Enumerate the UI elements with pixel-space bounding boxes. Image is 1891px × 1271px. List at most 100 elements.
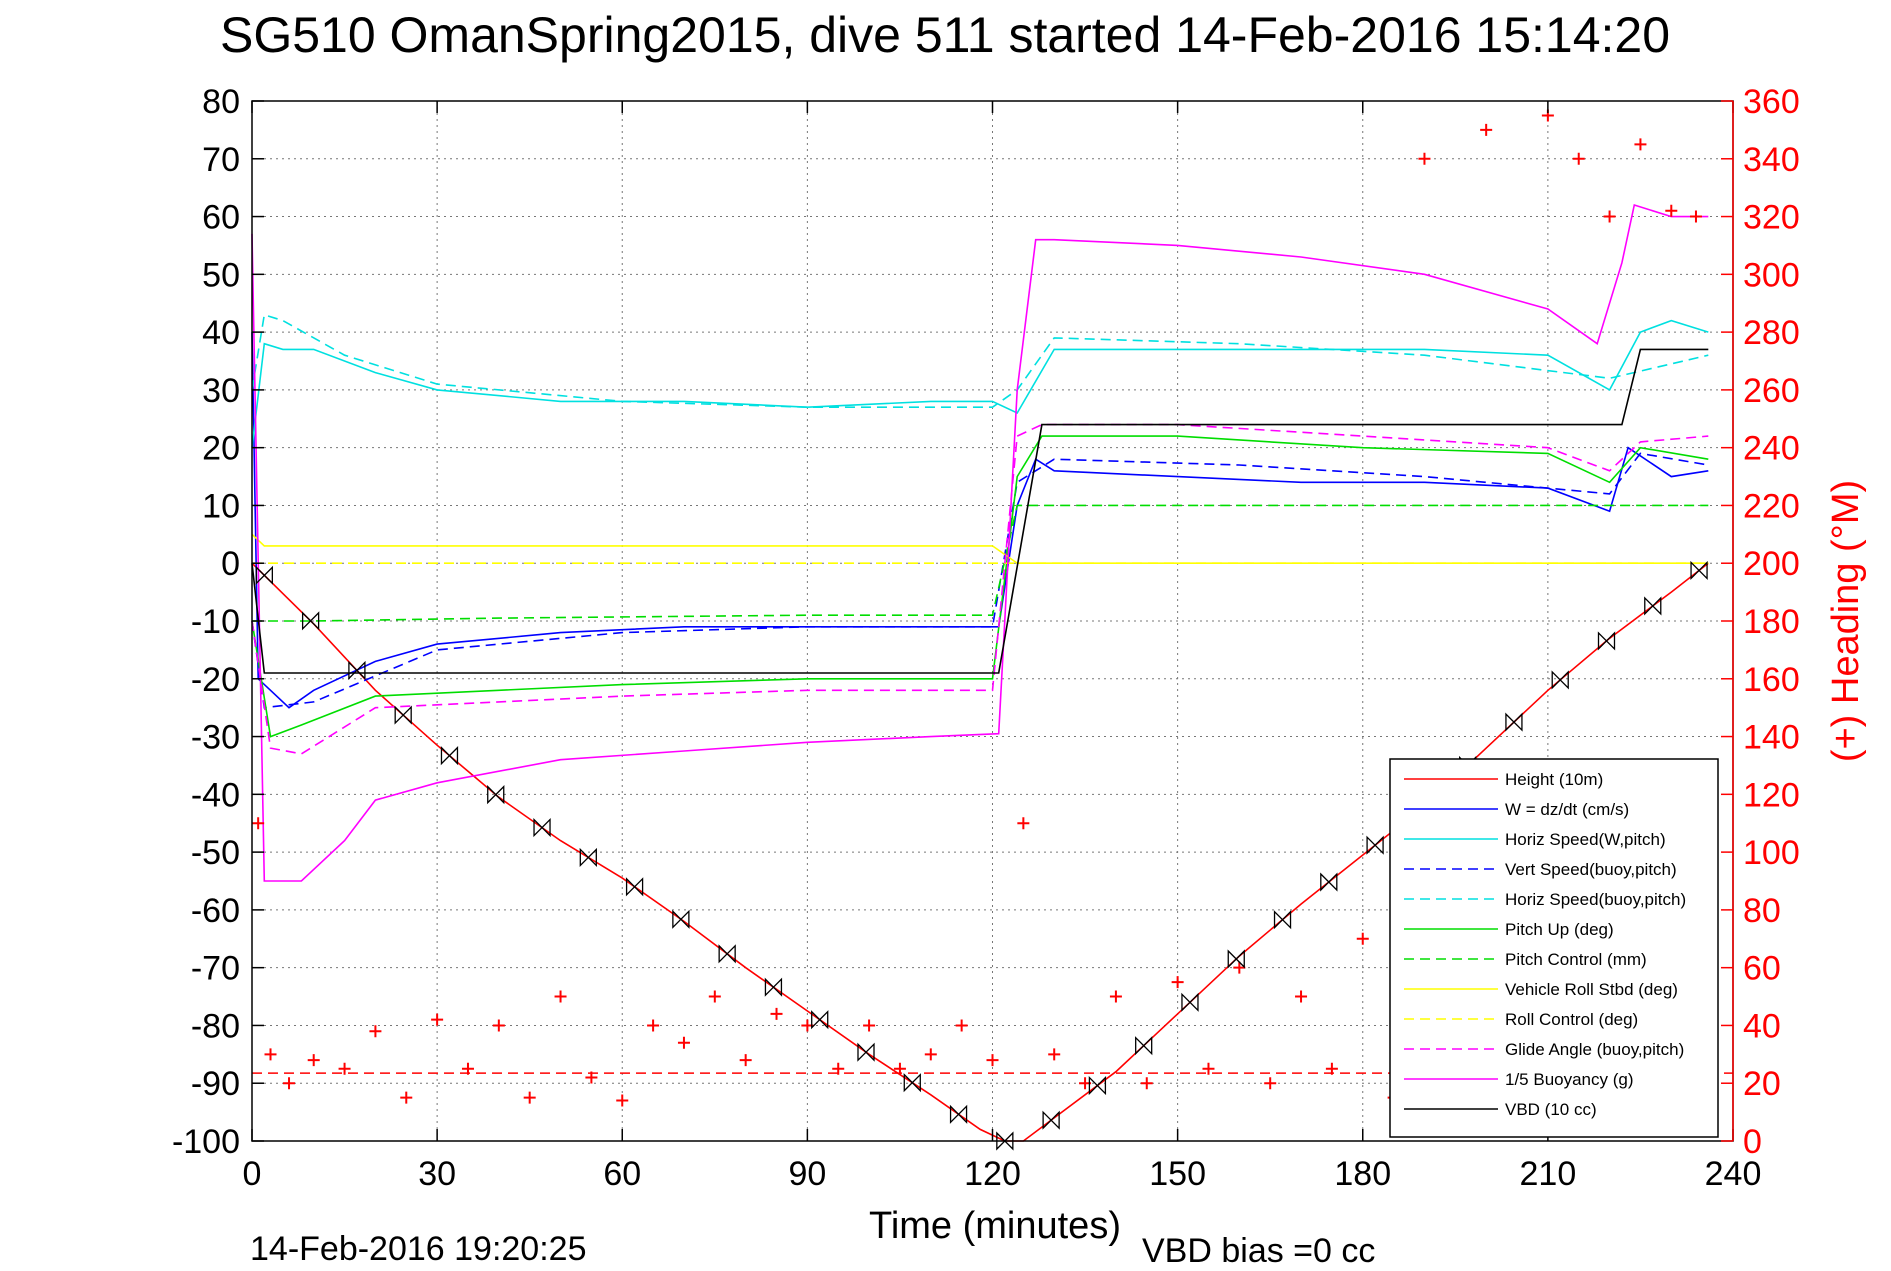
heading-point	[1480, 123, 1493, 136]
y-right-tick-label: 100	[1743, 834, 1800, 872]
y-tick-label: -30	[191, 719, 240, 757]
y-right-tick-label: 360	[1743, 83, 1800, 121]
series-horiz-speed-w-pitch	[251, 319, 1709, 448]
bowtie-marker	[533, 817, 551, 838]
y-tick-label: -10	[191, 603, 240, 641]
bowtie-marker	[903, 1073, 921, 1093]
legend-label: Glide Angle (buoy,pitch)	[1505, 1040, 1684, 1059]
legend-label: Roll Control (deg)	[1505, 1010, 1638, 1029]
series-1-5-buoyancy-g	[251, 203, 1709, 882]
y-tick-label: 30	[202, 372, 240, 410]
heading-point	[616, 1094, 629, 1107]
series-layer	[251, 109, 1733, 1142]
legend-label: Horiz Speed(W,pitch)	[1505, 830, 1666, 849]
bowtie-marker	[857, 1042, 875, 1062]
heading-point	[369, 1025, 382, 1038]
y-right-tick-label: 40	[1743, 1007, 1781, 1045]
y-right-tick-label: 200	[1743, 545, 1800, 583]
heading-point	[1295, 990, 1308, 1003]
x-tick-label: 30	[418, 1155, 456, 1193]
bowtie-marker	[1135, 1036, 1153, 1056]
legend-box	[1389, 758, 1719, 1138]
right-axis-label: (+) Heading (°M)	[1825, 480, 1867, 762]
heading-point	[523, 1091, 536, 1104]
y-right-tick-label: 0	[1743, 1123, 1762, 1161]
heading-point	[1418, 152, 1431, 165]
x-axis-label: Time (minutes)	[869, 1205, 1121, 1247]
legend-label: VBD (10 cc)	[1505, 1100, 1597, 1119]
heading-point	[1140, 1077, 1153, 1090]
bowtie-marker	[1320, 872, 1338, 892]
y-right-tick-label: 240	[1743, 430, 1800, 468]
y-right-tick-label: 320	[1743, 199, 1800, 237]
x-tick-label: 0	[243, 1155, 262, 1193]
y-right-tick-label: 20	[1743, 1065, 1781, 1103]
heading-point	[431, 1013, 444, 1026]
heading-point	[338, 1062, 351, 1075]
bowtie-marker	[811, 1010, 829, 1030]
heading-point	[1572, 152, 1585, 165]
x-tick-label: 60	[603, 1155, 641, 1193]
x-tick-label: 210	[1520, 1155, 1577, 1193]
series-glide-angle-buoy-pitch	[251, 423, 1709, 755]
y-tick-label: 70	[202, 141, 240, 179]
heading-point	[252, 817, 265, 830]
y-tick-label: 60	[202, 199, 240, 237]
bowtie-marker	[1644, 596, 1662, 616]
heading-point	[770, 1007, 783, 1020]
heading-point	[283, 1077, 296, 1090]
bowtie-marker	[718, 944, 736, 964]
heading-point	[1665, 204, 1678, 217]
y-tick-label: -50	[191, 834, 240, 872]
heading-point	[955, 1019, 968, 1032]
y-right-tick-label: 60	[1743, 950, 1781, 988]
x-tick-label: 240	[1705, 1155, 1762, 1193]
heading-point	[400, 1091, 413, 1104]
y-tick-label: -60	[191, 892, 240, 930]
bowtie-marker	[764, 977, 783, 997]
heading-point	[832, 1062, 845, 1075]
y-right-tick-label: 140	[1743, 719, 1800, 757]
y-right-tick-label: 280	[1743, 314, 1800, 352]
heading-point	[554, 990, 567, 1003]
heading-point	[1202, 1062, 1215, 1075]
y-right-tick-label: 300	[1743, 256, 1800, 294]
heading-point	[1634, 138, 1647, 151]
y-tick-label: -70	[191, 950, 240, 988]
x-tick-label: 120	[964, 1155, 1021, 1193]
heading-point	[863, 1019, 876, 1032]
y-right-tick-label: 220	[1743, 487, 1800, 525]
bowtie-marker	[949, 1104, 968, 1124]
y-right-tick-label: 340	[1743, 141, 1800, 179]
heading-point	[924, 1048, 937, 1061]
bowtie-marker	[1088, 1075, 1107, 1096]
legend-label: Vert Speed(buoy,pitch)	[1505, 860, 1677, 879]
heading-point	[1109, 990, 1122, 1003]
y-tick-label: -20	[191, 661, 240, 699]
y-right-tick-label: 120	[1743, 776, 1800, 814]
bowtie-marker	[672, 909, 690, 929]
heading-point	[1017, 817, 1030, 830]
heading-point	[264, 1048, 277, 1061]
bowtie-marker	[348, 660, 366, 680]
legend-label: Vehicle Roll Stbd (deg)	[1505, 980, 1678, 999]
y-tick-label: -100	[172, 1123, 240, 1161]
legend-label: Height (10m)	[1505, 770, 1603, 789]
bowtie-marker	[440, 746, 459, 766]
x-tick-label: 90	[788, 1155, 826, 1193]
heading-point	[1603, 210, 1616, 223]
heading-point	[1233, 961, 1246, 974]
y-tick-label: 40	[202, 314, 240, 352]
chart-title: SG510 OmanSpring2015, dive 511 started 1…	[220, 7, 1670, 63]
axes: 0 30 60 90 120 150 180 210 24080706050403020100-…	[172, 83, 1800, 1193]
y-right-tick-label: 160	[1743, 661, 1800, 699]
legend-label: W = dz/dt (cm/s)	[1505, 800, 1629, 819]
y-right-tick-label: 80	[1743, 892, 1781, 930]
bowtie-marker	[1505, 712, 1523, 732]
bowtie-marker	[1690, 560, 1708, 581]
bowtie-marker	[996, 1131, 1014, 1151]
heading-point	[677, 1036, 690, 1049]
legend-label: 1/5 Buoyancy (g)	[1505, 1070, 1634, 1089]
bowtie-marker	[1551, 670, 1569, 690]
y-right-tick-label: 260	[1743, 372, 1800, 410]
